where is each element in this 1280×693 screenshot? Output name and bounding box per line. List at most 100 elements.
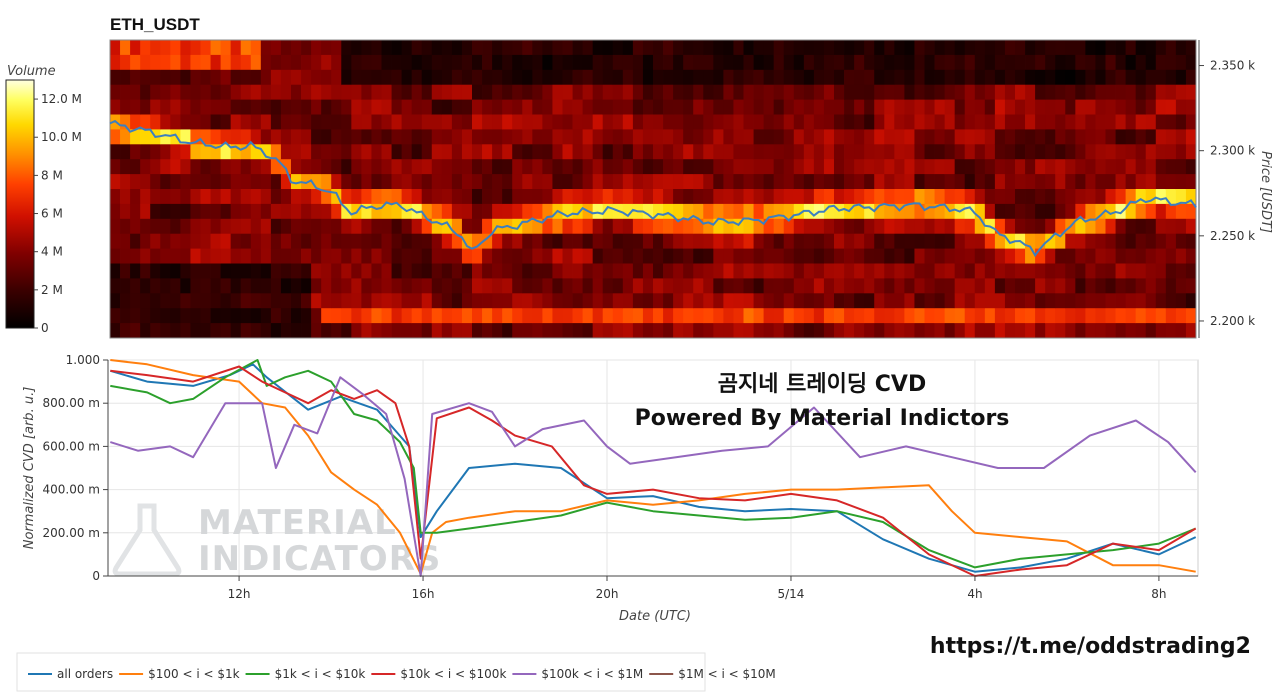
heatmap-cell	[120, 248, 131, 264]
heatmap-cell	[431, 189, 443, 205]
heatmap-cell	[200, 189, 211, 205]
heatmap-cell	[723, 293, 734, 309]
heatmap-cell	[431, 293, 443, 309]
heatmap-cell	[492, 114, 503, 130]
heatmap-cell	[582, 293, 594, 309]
heatmap-cell	[763, 263, 775, 279]
heatmap-cell	[1095, 144, 1106, 160]
heatmap-cell	[713, 144, 724, 160]
heatmap-cell	[1155, 233, 1167, 249]
heatmap-cell	[1165, 278, 1177, 294]
heatmap-cell	[1075, 308, 1086, 324]
heatmap-cell	[110, 248, 121, 264]
heatmap-cell	[160, 218, 171, 235]
heatmap-cell	[1125, 203, 1137, 220]
heatmap-cell	[663, 159, 674, 175]
heatmap-cell	[140, 308, 151, 324]
heatmap-cell	[1145, 308, 1157, 324]
heatmap-cell	[763, 159, 775, 175]
heatmap-cell	[150, 218, 161, 235]
telegram-link[interactable]: https://t.me/oddstrading2	[930, 634, 1251, 659]
heatmap-cell	[110, 69, 121, 86]
legend-label[interactable]: $1k < i < $10k	[275, 667, 366, 681]
heatmap-cell	[934, 84, 946, 100]
heatmap-cell	[411, 323, 423, 339]
heatmap-cell	[522, 278, 533, 294]
heatmap-cell	[793, 233, 805, 249]
heatmap-cell	[924, 308, 935, 324]
heatmap-cell	[401, 278, 413, 294]
heatmap-cell	[502, 233, 513, 249]
heatmap-cells	[110, 40, 1197, 339]
heatmap-cell	[904, 129, 915, 145]
heatmap-cell	[542, 203, 553, 220]
heatmap-cell	[773, 159, 785, 175]
heatmap-cell	[361, 203, 372, 220]
legend-label[interactable]: $100k < i < $1M	[541, 667, 643, 681]
heatmap-cell	[954, 218, 966, 235]
heatmap-cell	[311, 323, 322, 339]
heatmap-cell	[311, 263, 322, 279]
heatmap-cell	[150, 308, 161, 324]
heatmap-cell	[592, 99, 604, 115]
heatmap-cell	[1185, 323, 1197, 339]
heatmap-cell	[401, 69, 413, 86]
heatmap-cell	[130, 129, 141, 145]
heatmap-cell	[834, 248, 845, 264]
flask-icon	[112, 503, 182, 577]
heatmap-cell	[1125, 308, 1137, 324]
heatmap-cell	[1175, 278, 1187, 294]
heatmap-cell	[994, 144, 1006, 160]
heatmap-cell	[864, 54, 875, 71]
heatmap-cell	[240, 129, 252, 145]
heatmap-cell	[743, 40, 754, 56]
legend-label[interactable]: $100 < i < $1k	[148, 667, 240, 681]
heatmap-cell	[572, 308, 584, 324]
heatmap-cell	[1125, 293, 1137, 309]
heatmap-cell	[170, 114, 181, 130]
heatmap-cell	[823, 129, 835, 145]
legend-label[interactable]: $1M < i < $10M	[678, 667, 776, 681]
heatmap-cell	[964, 233, 976, 249]
heatmap-cell	[642, 84, 654, 100]
heatmap-cell	[1165, 114, 1177, 130]
heatmap-cell	[683, 174, 694, 190]
heatmap-cell	[572, 129, 584, 145]
heatmap-cell	[954, 144, 966, 160]
heatmap-cell	[522, 69, 533, 86]
heatmap-cell	[492, 144, 503, 160]
heatmap-cell	[773, 233, 785, 249]
heatmap-cell	[351, 248, 362, 264]
heatmap-cell	[492, 203, 503, 220]
heatmap-cell	[683, 99, 694, 115]
heatmap-cell	[160, 233, 171, 249]
heatmap-cell	[562, 203, 573, 220]
heatmap-cell	[190, 159, 201, 175]
heatmap-cell	[170, 293, 181, 309]
heatmap-cell	[964, 84, 976, 100]
heatmap-cell	[914, 308, 925, 324]
heatmap-cell	[321, 69, 332, 86]
heatmap-cell	[552, 218, 563, 235]
heatmap-cell	[461, 189, 473, 205]
heatmap-cell	[321, 99, 332, 115]
heatmap-cell	[1105, 129, 1116, 145]
heatmap-cell	[844, 233, 855, 249]
heatmap-cell	[361, 293, 372, 309]
heatmap-cell	[401, 189, 413, 205]
heatmap-cell	[974, 114, 986, 130]
heatmap-cell	[994, 54, 1006, 71]
heatmap-cell	[512, 144, 523, 160]
heatmap-cell	[904, 159, 915, 175]
heatmap-cell	[210, 40, 222, 56]
heatmap-cell	[632, 323, 644, 339]
heatmap-cell	[361, 323, 372, 339]
legend-label[interactable]: $10k < i < $100k	[400, 667, 506, 681]
legend-label[interactable]: all orders	[57, 667, 113, 681]
cvd-lines	[110, 359, 1197, 577]
heatmap-cell	[361, 308, 372, 324]
heatmap-cell	[934, 203, 946, 220]
heatmap-cell	[411, 189, 423, 205]
heatmap-cell	[864, 248, 875, 264]
heatmap-cell	[240, 40, 252, 56]
